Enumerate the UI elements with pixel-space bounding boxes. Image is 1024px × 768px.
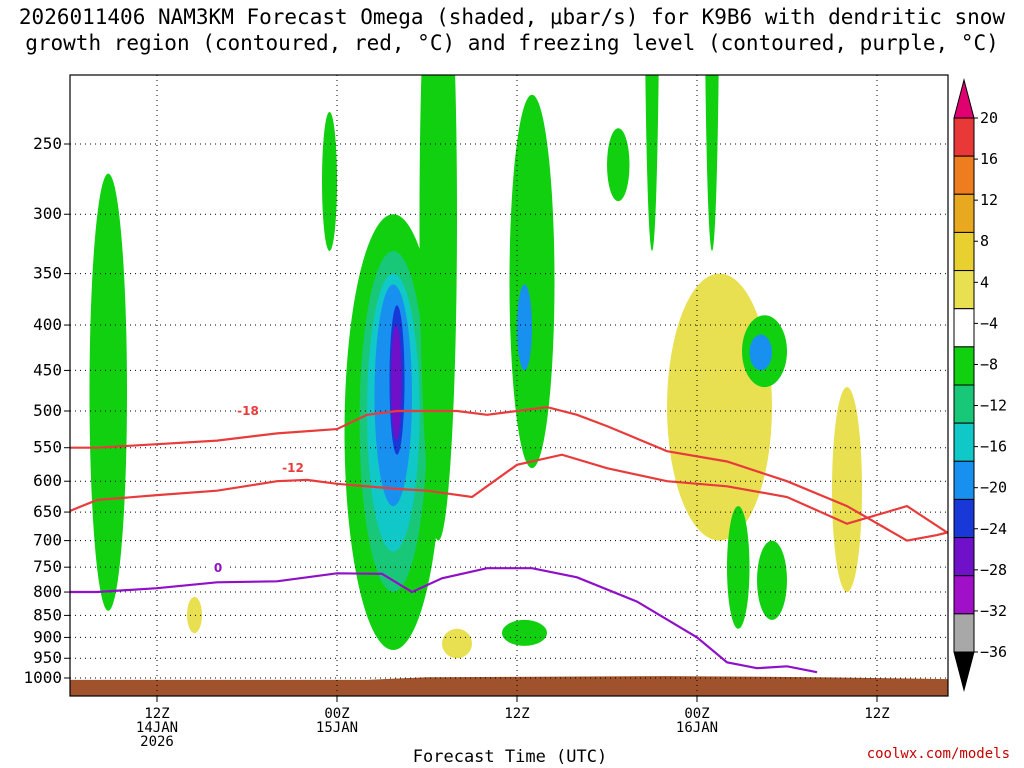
credit-text[interactable]: coolwx.com/models [867, 746, 1010, 762]
omega-shaded-region [727, 506, 750, 629]
colorbar-segment [953, 460, 975, 500]
colorbar-label: −28 [980, 561, 1007, 579]
colorbar-segment [953, 193, 975, 233]
y-tick-label: 850 [33, 605, 62, 624]
colorbar-label: −20 [980, 479, 1007, 497]
colorbar-segment [953, 498, 975, 539]
omega-shaded-region [419, 75, 457, 541]
colorbar-label: 4 [980, 273, 989, 291]
colorbar-label: −36 [980, 643, 1007, 661]
colorbar-label: −4 [980, 314, 998, 332]
colorbar-label: −12 [980, 397, 1007, 415]
contour-label: 0 [214, 561, 222, 575]
omega-shaded-region [832, 387, 862, 593]
omega-shaded-region [667, 273, 772, 541]
y-tick-label: 900 [33, 627, 62, 646]
omega-shaded-region [187, 596, 202, 634]
omega-shaded-region [322, 111, 337, 251]
omega-shaded-region [705, 75, 719, 251]
contour-label-bg [207, 560, 229, 575]
colorbar-label: −24 [980, 520, 1007, 538]
omega-shaded-region [607, 128, 630, 202]
x-tick-label: 14JAN [136, 720, 178, 736]
colorbar-label: 20 [980, 109, 998, 127]
y-tick-label: 800 [33, 582, 62, 601]
y-tick-label: 400 [33, 315, 62, 334]
plot-frame [69, 74, 949, 697]
x-tick-label: 16JAN [676, 720, 718, 736]
contour-label: -12 [282, 461, 304, 475]
colorbar-label: 16 [980, 150, 998, 168]
contour-label: -18 [237, 404, 259, 418]
y-tick-label: 350 [33, 264, 62, 283]
colorbar-segment [953, 231, 975, 272]
x-tick-label: 12Z [864, 706, 889, 722]
y-tick-label: 550 [33, 438, 62, 457]
omega-shaded-region [391, 325, 402, 441]
x-axis-label: Forecast Time (UTC) [413, 747, 607, 767]
colorbar-label: −32 [980, 602, 1007, 620]
omega-shaded-region [517, 284, 532, 371]
y-tick-label: 700 [33, 531, 62, 550]
colorbar-label: 12 [980, 191, 998, 209]
omega-shaded-region [645, 75, 659, 251]
colorbar-label: −8 [980, 355, 998, 373]
y-tick-label: 450 [33, 360, 62, 379]
chart-title-line1: 2026011406 NAM3KM Forecast Omega (shaded… [19, 5, 1006, 29]
chart-title-line2: growth region (contoured, red, °C) and f… [25, 31, 999, 55]
y-tick-label: 250 [33, 134, 62, 153]
y-tick-label: 1000 [23, 668, 62, 687]
y-tick-label: 600 [33, 471, 62, 490]
colorbar-segment [953, 575, 975, 615]
x-tick-label: 12Z [144, 706, 169, 722]
plot-inner: -18 -12 0 [70, 75, 948, 696]
contour-line [70, 567, 818, 674]
plot-area: -18 -12 0 [69, 74, 949, 697]
contour-label-bg [237, 403, 259, 417]
colorbar-segment [953, 270, 975, 310]
omega-shaded-region [509, 94, 555, 469]
colorbar-segment [953, 155, 975, 195]
colorbar: 20 16 12 8 4 −4 −8 −12 −16 −20 −24 −28 −32 −36 [953, 78, 1007, 692]
omega-shaded-region [89, 173, 127, 611]
contour-line [70, 453, 948, 535]
colorbar-segment [953, 346, 975, 386]
y-axis: 250 300 350 400 450 500 550 600 650 700 750 800 850 9… [23, 134, 70, 687]
colorbar-segment [953, 117, 975, 157]
colorbar-segment [953, 422, 975, 462]
terrain [70, 676, 948, 696]
colorbar-top-arrow [953, 78, 975, 119]
omega-shaded-region [757, 540, 787, 620]
omega-shaded-region [502, 619, 547, 646]
contour-line [70, 405, 948, 542]
omega-shaded-region [442, 628, 472, 659]
contour-label-bg [282, 460, 304, 475]
y-tick-label: 750 [33, 557, 62, 576]
omega-shaded-region [749, 334, 772, 371]
x-tick-label: 00Z [324, 706, 349, 722]
x-tick-label: 00Z [684, 706, 709, 722]
colorbar-segment [953, 308, 975, 348]
y-tick-label: 650 [33, 502, 62, 521]
colorbar-segment [953, 537, 975, 577]
colorbar-label: 8 [980, 232, 989, 250]
y-tick-label: 500 [33, 401, 62, 420]
x-tick-label: 15JAN [316, 720, 358, 736]
y-tick-label: 950 [33, 648, 62, 667]
colorbar-segment [953, 613, 975, 653]
x-tick-label: 12Z [504, 706, 529, 722]
colorbar-bottom-arrow [953, 651, 975, 692]
colorbar-label: −16 [980, 438, 1007, 456]
y-tick-label: 300 [33, 204, 62, 223]
colorbar-segment [953, 384, 975, 424]
x-tick-label: 2026 [140, 734, 174, 750]
